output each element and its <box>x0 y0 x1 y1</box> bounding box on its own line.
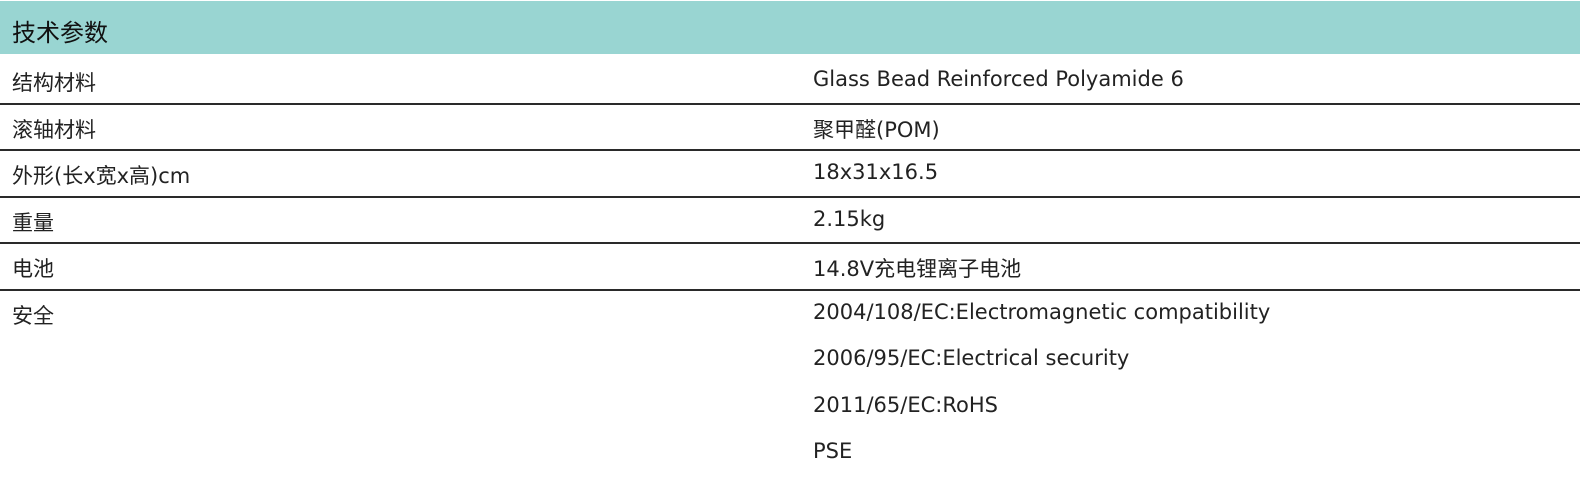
safety-value: 2011/65/EC:RoHS <box>813 393 998 417</box>
safety-value: 2004/108/EC:Electromagnetic compatibilit… <box>813 300 1271 324</box>
row-value: 2.15kg <box>813 207 886 231</box>
row-label: 安全 <box>12 304 54 328</box>
table-row: 外形(长x宽x高)cm 18x31x16.5 <box>0 151 1580 198</box>
row-label: 重量 <box>12 211 54 235</box>
row-value: Glass Bead Reinforced Polyamide 6 <box>813 67 1184 91</box>
table-row-safety: 安全 2004/108/EC:Electromagnetic compatibi… <box>0 291 1580 477</box>
table-row: 结构材料 Glass Bead Reinforced Polyamide 6 <box>0 55 1580 105</box>
row-value: 聚甲醛(POM) <box>813 118 940 142</box>
safety-value: 2006/95/EC:Electrical security <box>813 346 1130 370</box>
row-label: 滚轴材料 <box>12 118 96 142</box>
row-label: 结构材料 <box>12 71 96 95</box>
safety-value: PSE <box>813 439 853 463</box>
row-label: 外形(长x宽x高)cm <box>12 164 191 188</box>
table-row: 电池 14.8V充电锂离子电池 <box>0 244 1580 291</box>
row-label: 电池 <box>12 257 54 281</box>
header-title: 技术参数 <box>12 19 108 47</box>
table-row: 重量 2.15kg <box>0 198 1580 244</box>
table-row: 滚轴材料 聚甲醛(POM) <box>0 105 1580 151</box>
row-value: 18x31x16.5 <box>813 160 939 184</box>
spec-table-header: 技术参数 <box>0 1 1580 54</box>
row-value: 14.8V充电锂离子电池 <box>813 257 1022 281</box>
